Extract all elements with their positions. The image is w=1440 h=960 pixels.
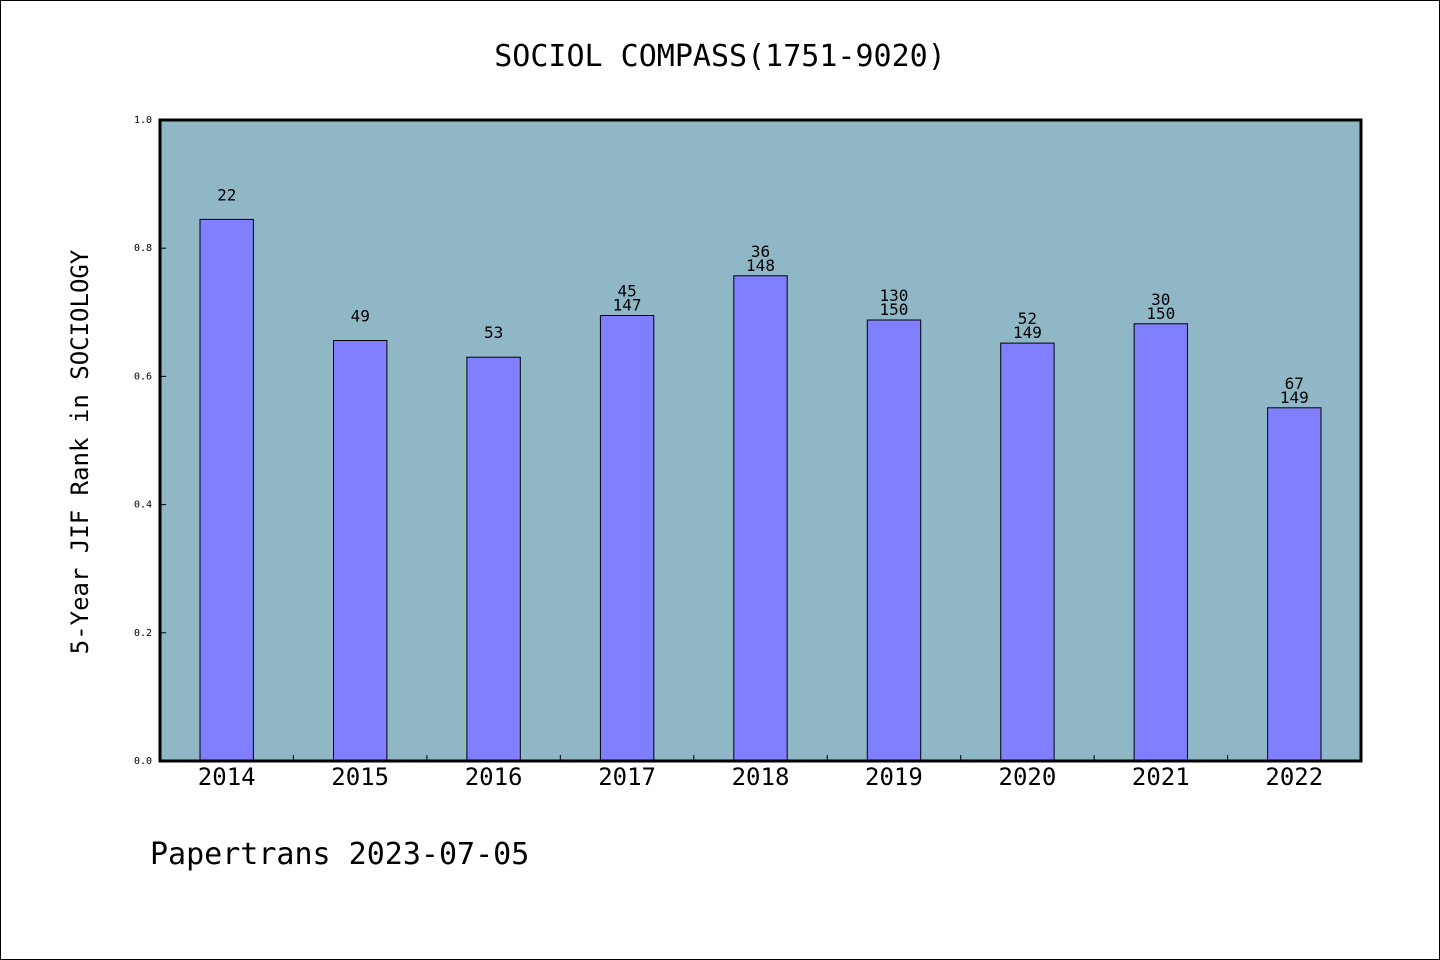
bar-2014 bbox=[199, 218, 254, 762]
x-tick-label-2016: 2016 bbox=[465, 763, 523, 791]
bar-label-2015-1: 49 bbox=[351, 307, 370, 326]
bar-label-2020-1: 52 bbox=[1018, 309, 1037, 328]
bar-2015 bbox=[333, 340, 388, 762]
bar-label-2019-2: 150 bbox=[879, 300, 908, 319]
x-tick-label-2019: 2019 bbox=[865, 763, 923, 791]
bar-2021 bbox=[1133, 323, 1188, 762]
bar-label-2021-1: 30 bbox=[1151, 290, 1170, 309]
x-tick-label-2022: 2022 bbox=[1265, 763, 1323, 791]
bar-label-2017-1: 45 bbox=[617, 282, 636, 301]
bar-label-2018-1: 36 bbox=[751, 242, 770, 261]
bar-2022 bbox=[1267, 407, 1322, 762]
x-tick-label-2021: 2021 bbox=[1132, 763, 1190, 791]
bar-2017 bbox=[599, 315, 655, 762]
x-tick-label-2014: 2014 bbox=[198, 763, 256, 791]
x-tick-label-2017: 2017 bbox=[598, 763, 656, 791]
y-tick-label-0.8: 0.8 bbox=[134, 243, 152, 254]
bar-label-2016-1: 53 bbox=[484, 323, 503, 342]
bar-2019 bbox=[866, 319, 922, 762]
y-tick-label-0.2: 0.2 bbox=[134, 628, 152, 639]
bar-label-2021-2: 150 bbox=[1146, 304, 1175, 323]
y-tick-label-0.0: 0.0 bbox=[134, 756, 152, 767]
bar-label-2014-1: 22 bbox=[217, 185, 236, 204]
footer-text: Papertrans 2023-07-05 bbox=[150, 837, 529, 872]
x-tick-label-2020: 2020 bbox=[999, 763, 1057, 791]
bar-2020 bbox=[1000, 342, 1055, 762]
bar-label-2017-2: 147 bbox=[613, 296, 642, 315]
bar-2016 bbox=[466, 356, 521, 762]
bars-group bbox=[199, 218, 1322, 762]
y-tick-label-1.0: 1.0 bbox=[134, 115, 152, 126]
bar-2018 bbox=[733, 275, 788, 762]
y-axis-label: 5-Year JIF Rank in SOCIOLOGY bbox=[66, 249, 94, 654]
plot-border bbox=[158, 118, 1363, 763]
bar-label-2018-2: 148 bbox=[746, 256, 775, 275]
x-tick-label-2018: 2018 bbox=[732, 763, 790, 791]
x-tick-label-2015: 2015 bbox=[331, 763, 389, 791]
y-tick-label-0.6: 0.6 bbox=[134, 371, 152, 382]
bar-label-2022-1: 67 bbox=[1285, 374, 1304, 393]
x-axis-ticks: 2014 2015 2016 2017 2018 2019 2020 2021 2022 bbox=[198, 755, 1323, 791]
y-tick-label-0.4: 0.4 bbox=[134, 500, 152, 511]
chart-title: SOCIOL COMPASS(1751-9020) bbox=[494, 39, 946, 74]
bar-label-2019-1: 130 bbox=[879, 286, 908, 305]
bar-label-2022-2: 149 bbox=[1280, 388, 1309, 407]
bar-label-2020-2: 149 bbox=[1013, 323, 1042, 342]
